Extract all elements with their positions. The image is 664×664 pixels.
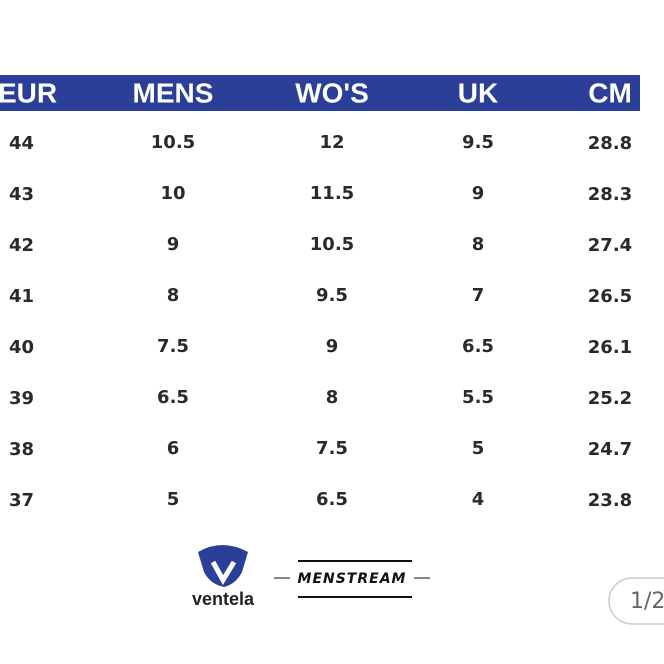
table-cell: 5 [472, 438, 485, 459]
table-cell: 8 [472, 234, 485, 255]
table-cell: 8 [326, 387, 339, 408]
table-cell: 43 [9, 184, 34, 205]
table-cell: 40 [9, 337, 34, 358]
table-cell: 10.5 [310, 234, 354, 255]
table-cell: 42 [9, 235, 34, 256]
table-cell: 8 [167, 285, 180, 306]
table-cell: 37 [9, 490, 34, 511]
table-cell: 6 [167, 438, 180, 459]
table-cell: 39 [9, 388, 34, 409]
table-cell: 7 [472, 285, 485, 306]
column-header: CM [588, 77, 632, 108]
table-cell: 10.5 [151, 132, 195, 153]
column-header: EUR [0, 77, 57, 108]
table-cell: 26.1 [588, 337, 632, 358]
column-header: WO'S [295, 77, 369, 108]
table-cell: 24.7 [588, 439, 632, 460]
pager-label[interactable]: 1/2 [630, 589, 664, 614]
table-cell: 28.3 [588, 184, 632, 205]
table-cell: 9.5 [316, 285, 348, 306]
table-cell: 6.5 [462, 336, 494, 357]
table-cell: 6.5 [316, 489, 348, 510]
table-cell: 28.8 [588, 133, 632, 154]
table-cell: 11.5 [310, 183, 354, 204]
table-cell: 5.5 [462, 387, 494, 408]
table-cell: 9 [472, 183, 485, 204]
menstream-logo: MENSTREAM [274, 560, 430, 598]
table-cell: 7.5 [316, 438, 348, 459]
pager[interactable]: 1/2 [608, 577, 664, 625]
table-cell: 25.2 [588, 388, 632, 409]
column-header: MENS [133, 77, 214, 108]
table-cell: 6.5 [157, 387, 189, 408]
table-cell: 5 [167, 489, 180, 510]
table-cell: 9.5 [462, 132, 494, 153]
header-bar [0, 75, 640, 111]
table-cell: 26.5 [588, 286, 632, 307]
table-cell: 4 [472, 489, 485, 510]
table-cell: 9 [326, 336, 339, 357]
table-cell: 10 [160, 183, 185, 204]
table-cell: 12 [319, 132, 344, 153]
ventela-logo: ventela [192, 545, 255, 609]
column-header: UK [458, 77, 498, 108]
table-cell: 41 [9, 286, 34, 307]
table-cell: 23.8 [588, 490, 632, 511]
partner-name: MENSTREAM [298, 571, 407, 587]
table-cell: 44 [9, 133, 34, 154]
table-cell: 38 [9, 439, 34, 460]
table-cell: 7.5 [157, 336, 189, 357]
table-cell: 9 [167, 234, 180, 255]
table-cell: 27.4 [588, 235, 632, 256]
brand-name: ventela [192, 589, 255, 609]
